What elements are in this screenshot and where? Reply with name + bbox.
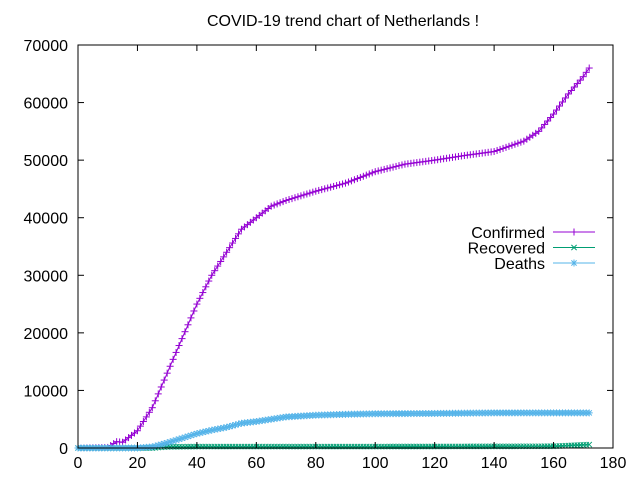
legend-swatch (553, 228, 595, 236)
series-deaths (74, 409, 593, 452)
y-tick-label: 20000 (24, 326, 69, 343)
data-point (571, 244, 577, 251)
x-tick-label: 160 (540, 455, 567, 472)
y-tick-label: 10000 (24, 383, 69, 400)
data-point (571, 260, 577, 266)
x-tick-label: 120 (421, 455, 448, 472)
x-tick-label: 180 (600, 455, 627, 472)
y-tick-label: 60000 (24, 96, 69, 113)
x-tick-label: 80 (307, 455, 325, 472)
x-tick-label: 140 (481, 455, 508, 472)
y-tick-label: 0 (59, 441, 68, 458)
x-tick-label: 100 (362, 455, 389, 472)
x-tick-label: 0 (74, 455, 83, 472)
legend-swatch (553, 259, 595, 267)
y-tick-label: 30000 (24, 268, 69, 285)
data-point (586, 441, 593, 448)
legend-label: Confirmed (471, 225, 545, 242)
plot-frame (77, 44, 614, 449)
y-tick-label: 70000 (24, 38, 69, 55)
y-tick-label: 40000 (24, 211, 69, 228)
chart-title: COVID-19 trend chart of Netherlands ! (207, 13, 479, 30)
x-tick-label: 60 (247, 455, 265, 472)
axes: 0 20 40 60 80 100 120 140 160 180 0 10000 20000 30000… (24, 38, 627, 472)
legend-label: Recovered (468, 241, 545, 258)
legend-label: Deaths (494, 256, 545, 273)
y-tick-label: 50000 (24, 153, 69, 170)
x-tick-label: 40 (188, 455, 206, 472)
x-tick-label: 20 (129, 455, 147, 472)
legend-swatch (553, 244, 595, 251)
data-point (586, 409, 593, 416)
